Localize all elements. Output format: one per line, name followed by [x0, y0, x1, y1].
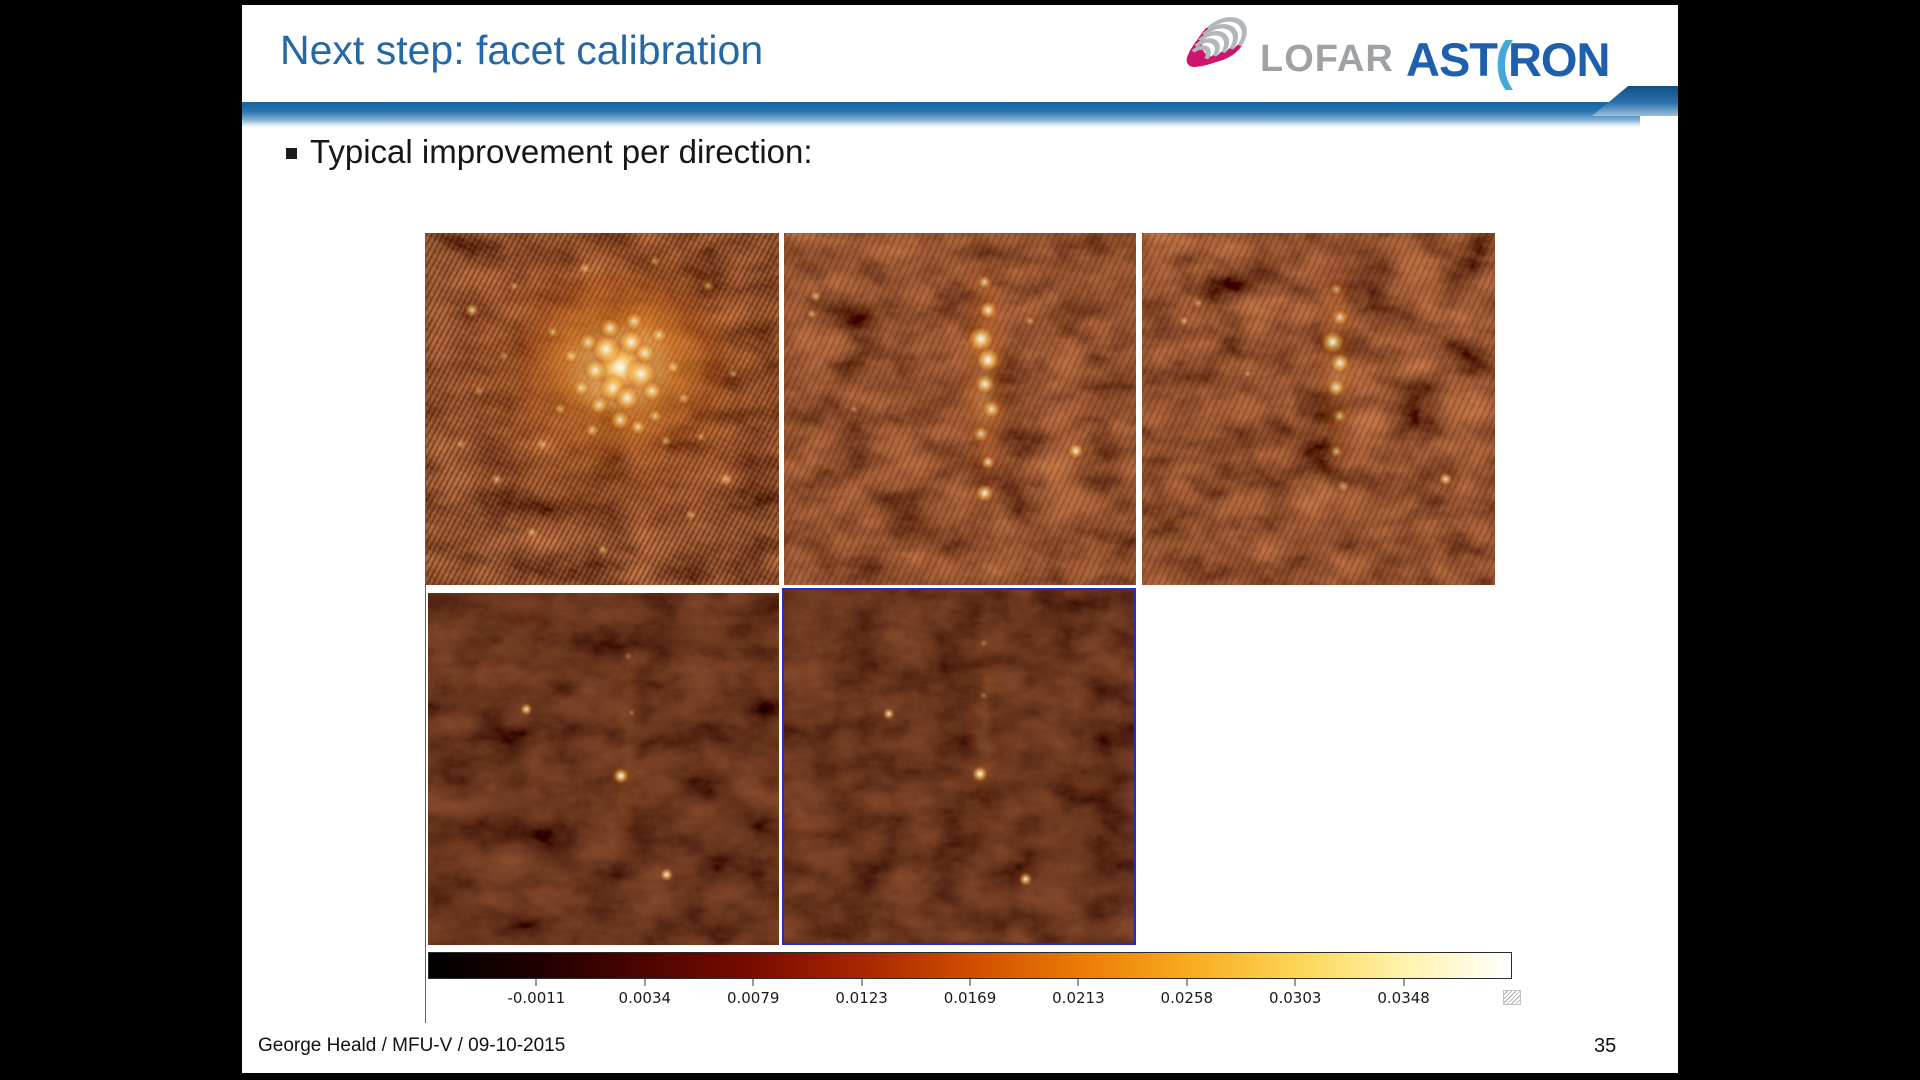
- colorbar-tick-label: 0.0258: [1160, 989, 1214, 1007]
- astron-logo-post: RON: [1507, 33, 1610, 86]
- colorbar-tick-label: 0.0079: [726, 989, 780, 1007]
- colorbar-tick: [1294, 979, 1296, 986]
- colorbar-tick-label: 0.0034: [618, 989, 672, 1007]
- noise-image: [428, 593, 779, 945]
- slide-title: Next step: facet calibration: [280, 27, 764, 73]
- colorbar-tick: [969, 979, 971, 986]
- page-number: 35: [1594, 1035, 1617, 1057]
- astron-logo-text: AST(RON: [1406, 27, 1610, 91]
- image-panel-4[interactable]: [428, 593, 779, 945]
- colorbar-tick-label: 0.0169: [943, 989, 997, 1007]
- noise-image: [1142, 233, 1495, 585]
- colorbar-tick-label: 0.0123: [835, 989, 888, 1007]
- colorbar-tick-row: -0.0011 0.0034 0.0079 0.0123 0.0169 0.0213 0.0…: [428, 979, 1512, 1021]
- astron-logo-paren: (: [1495, 31, 1513, 91]
- image-panel-1[interactable]: [426, 233, 779, 585]
- colorbar: -0.0011 0.0034 0.0079 0.0123 0.0169 0.0213 0.0…: [428, 952, 1521, 1022]
- colorbar-tick: [861, 979, 863, 986]
- header-accent-bar: [242, 102, 1640, 128]
- colorbar-gradient: [428, 952, 1512, 979]
- logo-row: LOFAR AST(RON: [242, 5, 1678, 101]
- colorbar-tick: [1077, 979, 1079, 986]
- bullet-marker: [286, 148, 297, 159]
- image-mosaic-figure: -0.0011 0.0034 0.0079 0.0123 0.0169 0.0213 0.0…: [425, 233, 1521, 1023]
- resize-grip-icon[interactable]: [1503, 990, 1521, 1005]
- image-panel-2[interactable]: [784, 233, 1136, 585]
- bullet-text: Typical improvement per direction:: [310, 133, 813, 170]
- colorbar-tick: [1403, 979, 1405, 986]
- colorbar-tick-label: 0.0303: [1268, 989, 1322, 1007]
- astron-spiral-icon: [1186, 16, 1247, 67]
- lofar-logo-text: LOFAR: [1260, 38, 1394, 80]
- image-panel-3[interactable]: [1142, 233, 1495, 585]
- image-panel-5[interactable]: [782, 588, 1136, 945]
- colorbar-tick: [1186, 979, 1188, 986]
- noise-image: [784, 233, 1136, 585]
- noise-image: [784, 590, 1134, 943]
- colorbar-tick: [752, 979, 754, 986]
- footer-credit: George Heald / MFU-V / 09-10-2015: [258, 1035, 566, 1056]
- colorbar-tick-label: 0.0213: [1052, 989, 1105, 1007]
- bullet-line: Typical improvement per direction:: [286, 131, 813, 173]
- colorbar-tick-label: 0.0348: [1377, 989, 1430, 1007]
- colorbar-tick-label: -0.0011: [507, 989, 566, 1007]
- presentation-slide: Next step: facet calibration LOFAR AST(R…: [242, 5, 1678, 1073]
- colorbar-tick: [535, 979, 537, 986]
- colorbar-tick: [644, 979, 646, 986]
- astron-logo-pre: AST: [1406, 33, 1498, 86]
